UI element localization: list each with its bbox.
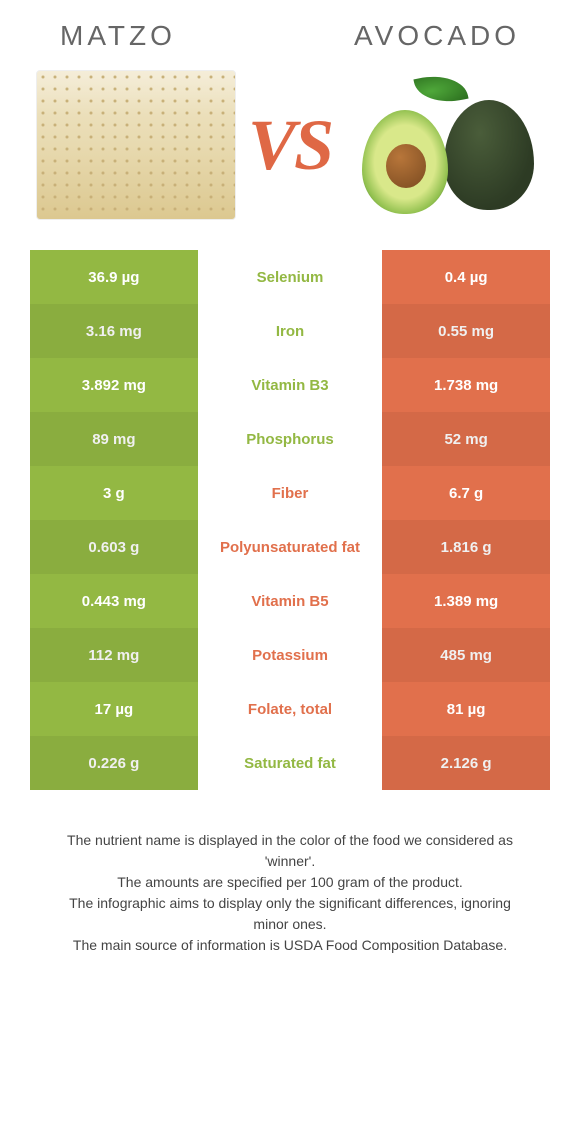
right-value: 1.389 mg <box>382 574 550 628</box>
title-row: Matzo Avocado <box>30 20 550 70</box>
left-food-title: Matzo <box>60 20 176 52</box>
left-value: 0.443 mg <box>30 574 198 628</box>
right-value: 1.738 mg <box>382 358 550 412</box>
nutrient-label: Fiber <box>198 466 383 520</box>
right-value: 485 mg <box>382 628 550 682</box>
infographic-container: Matzo Avocado VS 36.9 µgSelenium0.4 µg3.… <box>0 0 580 956</box>
nutrient-label: Polyunsaturated fat <box>198 520 383 574</box>
left-value: 0.226 g <box>30 736 198 790</box>
avocado-pit <box>386 144 426 188</box>
nutrient-label: Saturated fat <box>198 736 383 790</box>
nutrient-label: Selenium <box>198 250 383 304</box>
left-value: 3.16 mg <box>30 304 198 358</box>
nutrient-label: Vitamin B3 <box>198 358 383 412</box>
footer-line: The main source of information is USDA F… <box>58 935 522 956</box>
right-food-title: Avocado <box>354 20 520 52</box>
right-value: 6.7 g <box>382 466 550 520</box>
vs-label: VS <box>248 109 332 181</box>
hero-row: VS <box>30 70 550 220</box>
table-row: 17 µgFolate, total81 µg <box>30 682 550 736</box>
footer-line: The infographic aims to display only the… <box>58 893 522 935</box>
avocado-leaf <box>413 70 468 109</box>
matzo-image <box>36 70 236 220</box>
right-value: 0.4 µg <box>382 250 550 304</box>
avocado-whole <box>444 100 534 210</box>
table-row: 89 mgPhosphorus52 mg <box>30 412 550 466</box>
table-row: 3.892 mgVitamin B31.738 mg <box>30 358 550 412</box>
footer-line: The nutrient name is displayed in the co… <box>58 830 522 872</box>
table-row: 0.226 gSaturated fat2.126 g <box>30 736 550 790</box>
left-value: 112 mg <box>30 628 198 682</box>
right-value: 2.126 g <box>382 736 550 790</box>
table-row: 36.9 µgSelenium0.4 µg <box>30 250 550 304</box>
table-row: 3.16 mgIron0.55 mg <box>30 304 550 358</box>
left-value: 17 µg <box>30 682 198 736</box>
footer-line: The amounts are specified per 100 gram o… <box>58 872 522 893</box>
right-value: 52 mg <box>382 412 550 466</box>
left-value: 89 mg <box>30 412 198 466</box>
table-row: 0.603 gPolyunsaturated fat1.816 g <box>30 520 550 574</box>
comparison-table: 36.9 µgSelenium0.4 µg3.16 mgIron0.55 mg3… <box>30 250 550 790</box>
right-value: 81 µg <box>382 682 550 736</box>
nutrient-label: Folate, total <box>198 682 383 736</box>
table-row: 0.443 mgVitamin B51.389 mg <box>30 574 550 628</box>
nutrient-label: Iron <box>198 304 383 358</box>
right-value: 0.55 mg <box>382 304 550 358</box>
table-row: 112 mgPotassium485 mg <box>30 628 550 682</box>
avocado-image <box>344 70 544 220</box>
left-value: 0.603 g <box>30 520 198 574</box>
right-value: 1.816 g <box>382 520 550 574</box>
left-value: 36.9 µg <box>30 250 198 304</box>
nutrient-label: Phosphorus <box>198 412 383 466</box>
nutrient-label: Potassium <box>198 628 383 682</box>
left-value: 3.892 mg <box>30 358 198 412</box>
footer-notes: The nutrient name is displayed in the co… <box>30 790 550 956</box>
left-value: 3 g <box>30 466 198 520</box>
nutrient-label: Vitamin B5 <box>198 574 383 628</box>
table-row: 3 gFiber6.7 g <box>30 466 550 520</box>
